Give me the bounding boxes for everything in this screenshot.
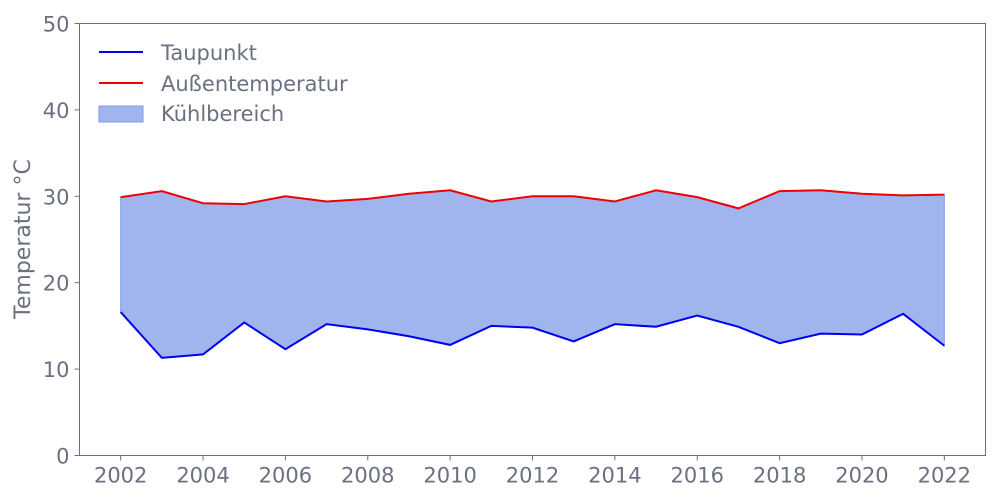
y-tick-label: 20: [43, 272, 70, 296]
legend-swatch-kuehlbereich: [98, 105, 144, 123]
x-tick-label: 2002: [94, 464, 147, 488]
y-axis-label: Temperatur °C: [11, 159, 36, 320]
x-tick-label: 2004: [176, 464, 229, 488]
x-tick-label: 2010: [423, 464, 476, 488]
x-tick-label: 2022: [918, 464, 971, 488]
x-tick-label: 2020: [835, 464, 888, 488]
x-tick-label: 2008: [341, 464, 394, 488]
series-line-taupunkt: [119, 311, 945, 359]
legend: Taupunkt Außentemperatur Kühlbereich: [98, 41, 348, 126]
y-tick-label: 0: [56, 445, 69, 469]
y-tick-label: 40: [43, 99, 70, 123]
x-tick-label: 2014: [588, 464, 641, 488]
x-tick-label: 2018: [753, 464, 806, 488]
x-tick-label: 2006: [259, 464, 312, 488]
y-tick-label: 50: [43, 13, 70, 37]
legend-label-taupunkt: Taupunkt: [160, 41, 257, 65]
y-tick-label: 30: [43, 185, 70, 209]
series-line-aussentemperatur: [120, 189, 945, 210]
x-tick-label: 2012: [506, 464, 559, 488]
x-tick-label: 2016: [671, 464, 724, 488]
y-tick-label: 10: [43, 358, 70, 382]
legend-label-aussentemperatur: Außentemperatur: [161, 72, 348, 96]
legend-label-kuehlbereich: Kühlbereich: [161, 102, 284, 126]
